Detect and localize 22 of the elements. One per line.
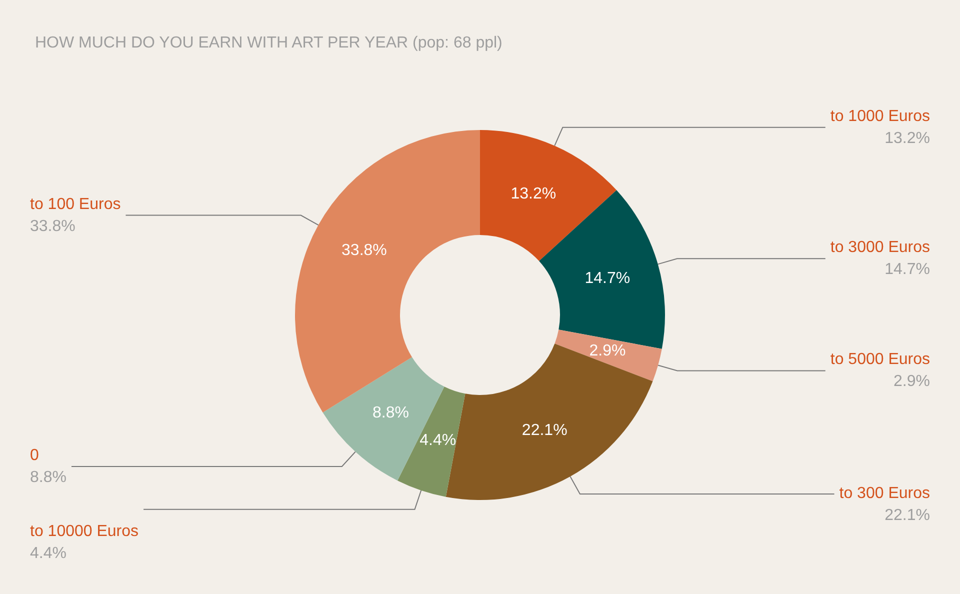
text: 13.2% [884, 130, 930, 147]
slice-label: to 5000 Euros [830, 351, 930, 368]
data-label: 22.1% [522, 422, 568, 440]
chart-title: HOW MUCH DO YOU EARN WITH ART PER YEAR (pop: 68 ppl) [35, 34, 502, 52]
text: 22.1% [884, 507, 930, 524]
text: 14.7% [884, 261, 930, 278]
slice-label: 0 [30, 447, 39, 464]
text: 33.8% [30, 218, 76, 235]
text: 2.9% [894, 373, 930, 390]
slice-label: to 3000 Euros [830, 239, 930, 256]
slice-label: to 10000 Euros [30, 523, 139, 540]
data-label: 2.9% [589, 342, 626, 360]
text: 4.4% [30, 545, 66, 562]
data-label: 8.8% [30, 469, 66, 486]
data-label: 4.4% [420, 432, 456, 450]
data-label: 33.8% [342, 242, 387, 260]
slice-label: to 1000 Euros [830, 108, 930, 125]
data-label: 14.7% [584, 270, 630, 288]
slice-label: to 300 Euros [839, 485, 930, 502]
slice-label: to 100 Euros [30, 196, 121, 213]
data-label: 13.2% [510, 185, 556, 202]
text: 8.8% [372, 404, 409, 422]
